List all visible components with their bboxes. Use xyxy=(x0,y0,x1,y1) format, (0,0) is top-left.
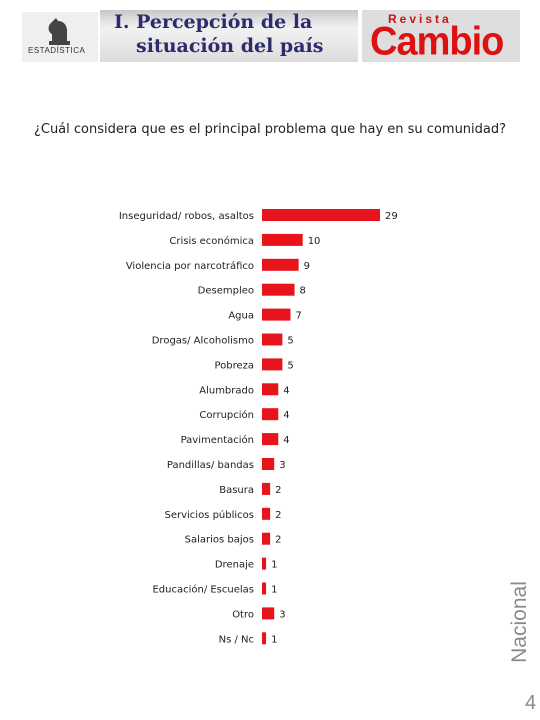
data-label: 3 xyxy=(279,609,285,620)
data-label: 3 xyxy=(279,460,285,471)
data-label: 5 xyxy=(287,360,293,371)
data-label: 1 xyxy=(271,560,277,571)
bar xyxy=(262,632,267,645)
bar xyxy=(262,582,267,595)
data-label: 4 xyxy=(283,410,289,421)
category-label: Salarios bajos xyxy=(185,535,254,546)
section-title-line-1: I. Percepción de la xyxy=(114,11,313,33)
data-label: 4 xyxy=(283,385,289,396)
bar xyxy=(262,308,291,321)
category-label: Desempleo xyxy=(198,286,254,297)
revista-cambio-logo: Revista Cambio xyxy=(362,10,520,65)
category-label: Pobreza xyxy=(214,360,254,371)
logo-left-text: ESTADÍSTICA xyxy=(28,46,86,55)
bar xyxy=(262,408,279,421)
estadistica-logo: ESTADÍSTICA xyxy=(22,12,98,62)
category-label: Pandillas/ bandas xyxy=(167,460,254,471)
data-label: 8 xyxy=(300,286,306,297)
bar xyxy=(262,209,380,221)
bar xyxy=(262,358,283,371)
data-label: 1 xyxy=(271,634,277,645)
category-label: Crisis económica xyxy=(169,235,254,247)
bar xyxy=(262,383,279,396)
section-title-box: I. Percepción de la situación del país xyxy=(100,10,358,62)
category-label: Alumbrado xyxy=(199,385,254,396)
side-label: Nacional xyxy=(508,581,531,663)
bar xyxy=(262,607,275,620)
side-label-area: Nacional xyxy=(500,560,540,680)
data-label: 1 xyxy=(271,585,277,596)
bar xyxy=(262,482,271,495)
category-label: Corrupción xyxy=(199,409,254,421)
data-label: 4 xyxy=(283,435,289,446)
data-label: 2 xyxy=(275,485,281,496)
data-label: 10 xyxy=(308,236,321,247)
bar xyxy=(262,433,279,446)
bar xyxy=(262,532,271,545)
category-label: Violencia por narcotráfico xyxy=(126,260,254,272)
category-label: Servicios públicos xyxy=(164,509,254,521)
survey-question: ¿Cuál considera que es el principal prob… xyxy=(33,122,507,137)
bar xyxy=(262,458,275,470)
page-number: 4 xyxy=(525,692,537,714)
category-label: Basura xyxy=(219,485,254,496)
category-label: Agua xyxy=(228,311,254,322)
bar xyxy=(262,557,267,570)
category-label: Ns / Nc xyxy=(219,634,254,645)
header: ESTADÍSTICA I. Percepción de la situació… xyxy=(0,0,540,68)
logo-right-top-text: Revista xyxy=(388,12,452,26)
bar xyxy=(262,507,271,520)
bar xyxy=(262,258,299,271)
category-label: Inseguridad/ robos, asaltos xyxy=(119,211,254,222)
category-label: Drenaje xyxy=(215,560,254,571)
chess-knight-icon xyxy=(48,18,70,45)
logo-right-main-text: Cambio xyxy=(370,20,504,65)
data-label: 2 xyxy=(275,535,281,546)
data-label: 2 xyxy=(275,510,281,521)
data-label: 29 xyxy=(385,211,398,222)
category-label: Pavimentación xyxy=(181,434,254,446)
bar xyxy=(262,333,283,346)
data-label: 5 xyxy=(287,336,293,347)
section-title-line-2: situación del país xyxy=(136,35,324,57)
category-label: Drogas/ Alcoholismo xyxy=(152,336,254,347)
data-label: 9 xyxy=(304,261,310,272)
bar xyxy=(262,283,295,296)
bar xyxy=(262,233,303,246)
category-label: Otro xyxy=(232,609,254,620)
category-label: Educación/ Escuelas xyxy=(152,584,254,596)
data-label: 7 xyxy=(295,311,301,322)
